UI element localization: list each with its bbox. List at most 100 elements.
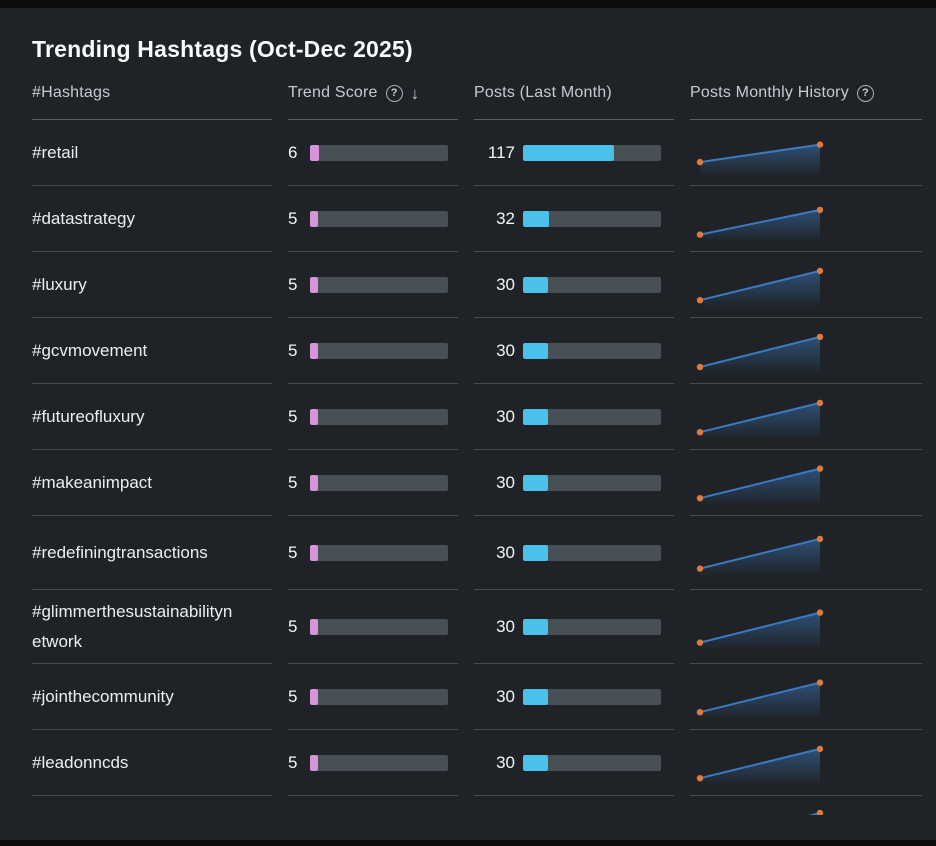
posts-history-sparkline bbox=[695, 604, 825, 650]
table-row: #luxury 5 30 bbox=[0, 252, 936, 318]
hashtag-label: #leadonncds bbox=[32, 752, 129, 772]
column-header-history: Posts Monthly History ? bbox=[690, 83, 922, 120]
sparkline-start-dot bbox=[696, 564, 704, 572]
trend-score-bar bbox=[310, 144, 448, 161]
trend-score-bar-fill bbox=[310, 544, 318, 561]
trend-score-value: 5 bbox=[288, 340, 298, 360]
posts-cell: 30 bbox=[474, 516, 674, 590]
sparkline-start-dot bbox=[696, 638, 704, 646]
posts-bar-fill bbox=[523, 688, 548, 705]
trend-score-bar bbox=[310, 276, 448, 293]
posts-history-cell bbox=[690, 186, 922, 252]
column-header-trend-score[interactable]: Trend Score ? ↓ bbox=[288, 83, 458, 120]
posts-history-sparkline bbox=[695, 196, 825, 242]
table-row: #futureofluxury 5 30 bbox=[0, 384, 936, 450]
posts-bar bbox=[523, 276, 661, 293]
sparkline-svg bbox=[696, 608, 824, 650]
trend-score-bar-fill bbox=[310, 474, 318, 491]
trend-score-cell: 5 bbox=[288, 318, 458, 384]
help-icon[interactable]: ? bbox=[385, 85, 403, 102]
posts-bar bbox=[523, 408, 661, 425]
posts-history-sparkline bbox=[695, 806, 825, 815]
sort-descending-icon[interactable]: ↓ bbox=[410, 84, 420, 103]
table-row bbox=[0, 796, 936, 815]
sparkline-line bbox=[699, 143, 821, 163]
posts-cell bbox=[474, 796, 674, 815]
trend-score-bar-fill bbox=[310, 688, 318, 705]
sparkline-area bbox=[700, 402, 820, 440]
posts-history-cell bbox=[690, 796, 922, 815]
sparkline-start-dot bbox=[696, 230, 704, 238]
column-header-posts-label: Posts (Last Month) bbox=[474, 84, 612, 101]
trend-score-bar bbox=[310, 408, 448, 425]
sparkline-line bbox=[699, 681, 821, 713]
trend-score-cell: 5 bbox=[288, 186, 458, 252]
trend-score-value: 5 bbox=[288, 472, 298, 492]
trend-score-bar bbox=[310, 210, 448, 227]
posts-bar-fill bbox=[523, 408, 548, 425]
posts-cell: 32 bbox=[474, 186, 674, 252]
posts-history-cell bbox=[690, 318, 922, 384]
sparkline-area bbox=[700, 612, 820, 650]
sparkline-start-dot bbox=[696, 363, 704, 370]
sparkline-svg bbox=[696, 267, 824, 308]
sparkline-line bbox=[699, 467, 821, 499]
posts-bar bbox=[523, 474, 661, 491]
posts-bar-fill bbox=[523, 342, 548, 359]
hashtag-cell: #glimmerthesustainabilitynetwork bbox=[32, 590, 272, 664]
posts-value: 30 bbox=[496, 752, 515, 772]
sparkline-start-dot bbox=[696, 494, 704, 501]
trend-score-cell: 5 bbox=[288, 730, 458, 796]
table-body: #retail 6 117 #datastrategy 5 bbox=[0, 120, 936, 815]
sparkline-end-dot bbox=[816, 267, 824, 274]
posts-value: 30 bbox=[496, 542, 515, 562]
posts-value: 30 bbox=[496, 406, 515, 426]
trend-score-value: 5 bbox=[288, 542, 298, 562]
posts-history-sparkline bbox=[695, 328, 825, 374]
trend-score-bar bbox=[310, 342, 448, 359]
sparkline-start-dot bbox=[696, 158, 704, 165]
trend-score-bar bbox=[310, 618, 448, 635]
trend-score-bar-fill bbox=[310, 342, 318, 359]
hashtag-cell: #gcvmovement bbox=[32, 318, 272, 384]
table-row: #redefiningtransactions 5 30 bbox=[0, 516, 936, 590]
trend-score-cell: 5 bbox=[288, 590, 458, 664]
sparkline-line bbox=[699, 208, 821, 236]
trend-score-bar bbox=[310, 688, 448, 705]
column-header-posts: Posts (Last Month) bbox=[474, 83, 674, 120]
trend-score-bar bbox=[310, 754, 448, 771]
posts-history-sparkline bbox=[695, 262, 825, 308]
hashtag-label: #futureofluxury bbox=[32, 406, 145, 426]
posts-value: 117 bbox=[487, 142, 515, 162]
posts-value: 32 bbox=[496, 208, 515, 228]
hashtag-cell: #leadonncds bbox=[32, 730, 272, 796]
posts-cell: 117 bbox=[474, 120, 674, 186]
table-row: #glimmerthesustainabilitynetwork 5 30 bbox=[0, 590, 936, 664]
trend-score-bar-fill bbox=[310, 144, 319, 161]
trend-score-bar bbox=[310, 474, 448, 491]
posts-history-cell bbox=[690, 590, 922, 664]
posts-bar-fill bbox=[523, 754, 548, 771]
table-row: #makeanimpact 5 30 bbox=[0, 450, 936, 516]
trend-score-cell: 5 bbox=[288, 252, 458, 318]
trend-score-value: 5 bbox=[288, 274, 298, 294]
trend-score-bar-fill bbox=[310, 276, 318, 293]
posts-bar bbox=[523, 754, 661, 771]
sparkline-start-dot bbox=[696, 296, 704, 303]
column-header-hashtags-label: #Hashtags bbox=[32, 84, 111, 101]
hashtag-label: #redefiningtransactions bbox=[32, 542, 208, 562]
sparkline-line bbox=[699, 401, 821, 433]
hashtag-cell: #futureofluxury bbox=[32, 384, 272, 450]
trending-hashtags-card: Trending Hashtags (Oct-Dec 2025) #Hashta… bbox=[0, 8, 936, 840]
posts-history-cell bbox=[690, 384, 922, 450]
page-title: Trending Hashtags (Oct-Dec 2025) bbox=[32, 36, 413, 62]
posts-history-cell bbox=[690, 450, 922, 516]
trend-score-bar-fill bbox=[310, 618, 318, 635]
sparkline-area bbox=[700, 144, 820, 176]
posts-bar bbox=[523, 688, 661, 705]
posts-history-sparkline bbox=[695, 530, 825, 576]
help-icon[interactable]: ? bbox=[856, 85, 874, 102]
posts-cell: 30 bbox=[474, 384, 674, 450]
hashtag-cell: #luxury bbox=[32, 252, 272, 318]
hashtag-label: #retail bbox=[32, 142, 79, 162]
